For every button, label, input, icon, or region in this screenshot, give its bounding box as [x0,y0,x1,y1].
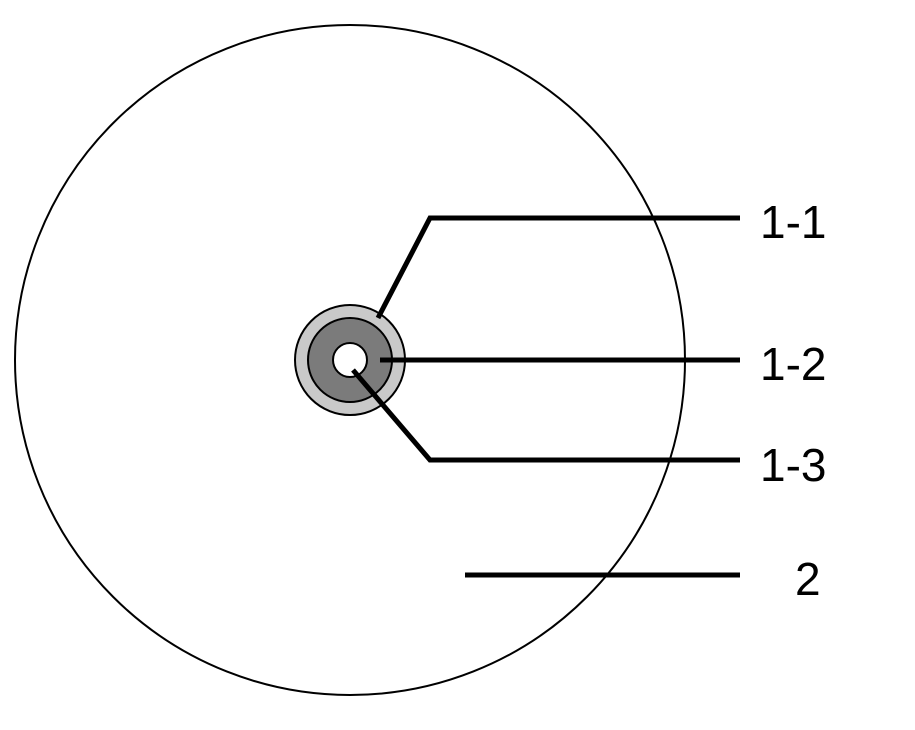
callout-label-1-2: 1-2 [760,337,826,391]
ring-inner-circle [333,343,367,377]
diagram-container: 1-1 1-2 1-3 2 [0,0,915,730]
callout-label-1-1: 1-1 [760,195,826,249]
callout-label-1-3: 1-3 [760,438,826,492]
callout-label-2: 2 [795,552,821,606]
